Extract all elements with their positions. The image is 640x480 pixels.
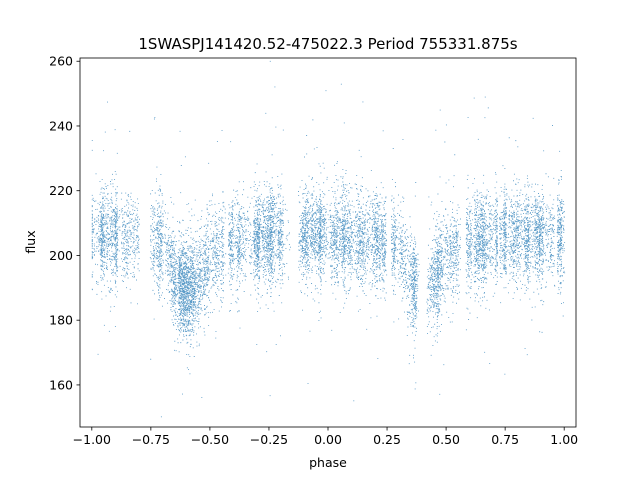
y-axis-label: flux bbox=[23, 230, 38, 253]
x-axis-ticks: −1.00 −0.75 −0.50 −0.25 0.00 0.25 0.50 0.75 1.00 bbox=[73, 427, 578, 447]
x-tick-label: 0.75 bbox=[491, 432, 519, 447]
x-tick-label: −0.25 bbox=[250, 432, 288, 447]
x-tick-label: 0.25 bbox=[373, 432, 401, 447]
x-tick-label: 1.00 bbox=[550, 432, 578, 447]
y-tick-label: 260 bbox=[49, 54, 73, 69]
y-tick-label: 200 bbox=[49, 248, 73, 263]
y-tick-label: 180 bbox=[49, 313, 73, 328]
y-tick-label: 220 bbox=[49, 183, 73, 198]
y-tick-label: 160 bbox=[49, 377, 73, 392]
x-axis-label: phase bbox=[309, 455, 347, 470]
x-tick-label: 0.50 bbox=[432, 432, 460, 447]
x-tick-label: 0.00 bbox=[314, 432, 342, 447]
x-tick-label: −0.50 bbox=[191, 432, 229, 447]
x-tick-label: −1.00 bbox=[73, 432, 111, 447]
x-tick-label: −0.75 bbox=[132, 432, 170, 447]
y-axis-ticks: 160 180 200 220 240 260 bbox=[49, 54, 80, 392]
y-tick-label: 240 bbox=[49, 118, 73, 133]
chart-title: 1SWASPJ141420.52-475022.3 Period 755331.… bbox=[138, 35, 517, 53]
